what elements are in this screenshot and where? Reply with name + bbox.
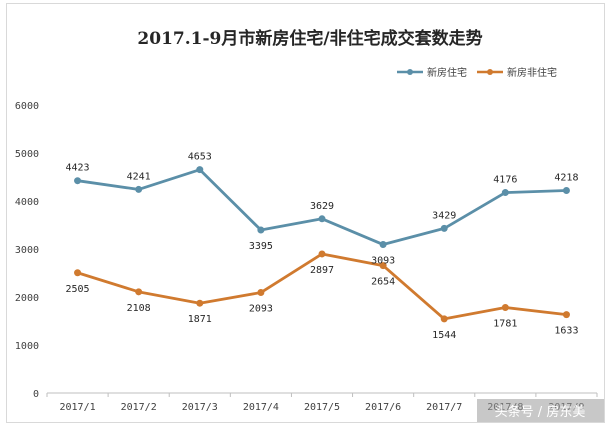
data-point — [379, 241, 387, 249]
series-layer — [74, 166, 570, 323]
line-chart: 2017.1-9月市新房住宅/非住宅成交套数走势 新房住宅 新房非住宅 0 1000… — [15, 28, 604, 422]
data-label: 4653 — [188, 152, 212, 163]
data-point — [501, 189, 509, 197]
data-label: 3093 — [371, 256, 395, 267]
data-label: 4176 — [493, 175, 517, 186]
data-point — [562, 311, 570, 319]
legend-label: 新房非住宅 — [507, 66, 557, 79]
y-tick-label: 2000 — [15, 293, 39, 304]
data-point — [135, 185, 143, 193]
y-tick-label: 1000 — [15, 341, 39, 352]
chart-frame: 2017.1-9月市新房住宅/非住宅成交套数走势 新房住宅 新房非住宅 0 1000… — [6, 3, 605, 423]
y-tick-label: 6000 — [15, 101, 39, 112]
data-point — [257, 226, 265, 234]
axes: 0 1000 2000 3000 4000 5000 6000 2017/1 2017/2 201… — [15, 101, 598, 413]
data-label: 2093 — [249, 304, 273, 315]
data-label: 2108 — [127, 303, 151, 314]
data-point — [501, 304, 509, 312]
data-label: 3395 — [249, 241, 273, 252]
data-point — [74, 269, 82, 277]
data-point — [440, 224, 448, 232]
data-point — [318, 250, 326, 258]
data-label: 4241 — [127, 171, 151, 182]
data-label: 1544 — [432, 330, 456, 341]
data-point — [74, 177, 82, 185]
data-label: 4218 — [554, 173, 578, 184]
data-point — [135, 288, 143, 296]
data-label: 1871 — [188, 314, 212, 325]
y-tick-label: 3000 — [15, 245, 39, 256]
watermark-text: 头条号 / 房东美 — [495, 404, 586, 420]
chart-title: 2017.1-9月市新房住宅/非住宅成交套数走势 — [137, 28, 482, 49]
x-tick-label: 2017/6 — [365, 402, 401, 413]
y-tick-label: 5000 — [15, 149, 39, 160]
legend: 新房住宅 新房非住宅 — [397, 66, 557, 79]
x-tick-label: 2017/5 — [304, 402, 340, 413]
x-tick-label: 2017/4 — [243, 402, 279, 413]
data-point — [196, 166, 204, 174]
x-tick-label: 2017/3 — [182, 402, 218, 413]
data-label: 2897 — [310, 265, 334, 276]
y-tick-label: 4000 — [15, 197, 39, 208]
data-point — [440, 315, 448, 323]
data-label: 4423 — [66, 163, 90, 174]
data-point — [562, 187, 570, 195]
x-tick-label: 2017/2 — [121, 402, 157, 413]
data-label: 1633 — [554, 326, 578, 337]
data-label: 2505 — [66, 284, 90, 295]
watermark-background — [477, 399, 604, 422]
data-point — [318, 215, 326, 223]
series-line — [77, 252, 567, 321]
legend-label: 新房住宅 — [427, 66, 467, 79]
data-labels: 4423 4241 4653 3395 3629 3093 3429 4176 4218 2505… — [66, 152, 579, 341]
data-point — [379, 262, 387, 270]
data-label: 2654 — [371, 277, 395, 288]
data-label: 3629 — [310, 201, 334, 212]
data-point — [257, 289, 265, 297]
legend-marker — [487, 69, 493, 75]
data-label: 1781 — [493, 319, 517, 330]
legend-marker — [407, 69, 413, 75]
data-point — [196, 299, 204, 307]
y-tick-label: 0 — [33, 389, 39, 400]
x-tick-label: 2017/7 — [426, 402, 462, 413]
x-tick-label: 2017/1 — [59, 402, 95, 413]
data-label: 3429 — [432, 210, 456, 221]
